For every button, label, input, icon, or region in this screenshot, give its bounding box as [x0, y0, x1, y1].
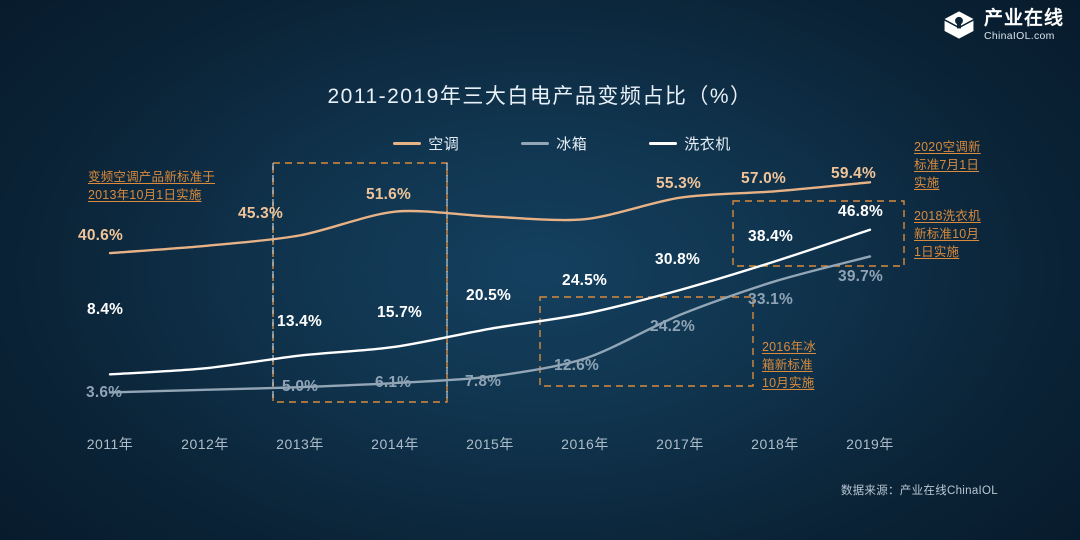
legend-swatch-fridge [521, 142, 550, 145]
note-ac-2020-line: 标准7月1日 [914, 158, 980, 173]
value-label-fridge-2013: 5.0% [282, 378, 319, 395]
note-fridge-2016-line: 2016年冰 [762, 340, 817, 354]
value-label-fridge-2014: 6.1% [375, 374, 412, 391]
note-washer-2018-line: 2018洗衣机 [914, 209, 981, 223]
value-label-ac-2014: 51.6% [366, 186, 411, 203]
legend-item-ac[interactable]: 空调 [393, 133, 459, 154]
x-tick-2019年: 2019年 [846, 436, 894, 452]
value-label-fridge-2019: 39.7% [838, 268, 883, 285]
value-label-fridge-2016: 12.6% [554, 357, 599, 374]
chart-legend: 空调 冰箱 洗衣机 [0, 133, 1080, 154]
legend-item-fridge[interactable]: 冰箱 [521, 133, 587, 154]
legend-swatch-washer [649, 142, 678, 145]
note-ac-2013-line: 2013年10月1日实施 [88, 188, 202, 203]
note-fridge-2016-line: 箱新标准 [762, 358, 813, 373]
note-washer-2018-line: 1日实施 [914, 245, 960, 260]
value-label-ac-2018: 57.0% [741, 170, 786, 187]
x-tick-2017年: 2017年 [656, 436, 704, 452]
highlight-box-group [272, 162, 905, 403]
x-tick-2011年: 2011年 [86, 436, 134, 452]
series-line-group [108, 181, 872, 394]
value-label-ac-2011: 40.6% [78, 227, 123, 244]
x-tick-2016年: 2016年 [561, 436, 609, 452]
note-ac-2013-line: 变频空调产品新标准于 [88, 170, 216, 184]
note-washer-2018: 2018洗衣机 新标准10月 1日实施 [914, 207, 1014, 261]
value-label-washer-2018: 38.4% [748, 228, 793, 245]
logo-en-name: ChinaIOL.com [983, 29, 1055, 42]
box-2016-2017 [539, 296, 754, 387]
source-note: 数据来源：产业在线ChinaIOL [840, 485, 998, 497]
x-tick-2015年: 2015年 [466, 436, 514, 452]
x-tick-2014年: 2014年 [371, 436, 419, 452]
value-label-washer-2015: 20.5% [466, 287, 511, 304]
value-label-ac-2017: 55.3% [656, 175, 701, 192]
legend-label-washer: 洗衣机 [684, 136, 731, 153]
series-line-fridge [108, 255, 872, 394]
note-ac-2020-line: 2020空调新 [914, 140, 981, 154]
note-ac-2020: 2020空调新 标准7月1日 实施 [914, 138, 1014, 192]
value-label-fridge-2017: 24.2% [650, 318, 695, 335]
value-label-fridge-2015: 7.8% [465, 373, 502, 390]
logo-wordmark: 产业在线 ChinaIOL.com [984, 9, 1064, 42]
logo-cn-name: 产业在线 [983, 7, 1064, 29]
box-2018-2019 [732, 200, 905, 267]
value-label-washer-2011: 8.4% [87, 301, 124, 318]
note-ac-2020-line: 实施 [914, 176, 940, 191]
value-label-washer-2013: 13.4% [277, 313, 322, 330]
value-label-washer-2019: 46.8% [838, 203, 883, 220]
legend-label-fridge: 冰箱 [556, 136, 588, 153]
series-line-washer [108, 228, 872, 376]
note-fridge-2016-line: 10月实施 [762, 376, 815, 391]
x-axis: 2011年 2012年 2013年 2014年 2015年 2016年 2017年 2018年… [0, 434, 1080, 456]
value-label-washer-2017: 30.8% [655, 251, 700, 268]
value-label-washer-2014: 15.7% [377, 304, 422, 321]
value-label-washer-2016: 24.5% [562, 272, 607, 289]
legend-swatch-ac [393, 142, 422, 145]
legend-item-washer[interactable]: 洗衣机 [649, 133, 731, 154]
legend-label-ac: 空调 [428, 136, 460, 153]
x-tick-2012年: 2012年 [181, 436, 229, 452]
marker-line-group [272, 163, 448, 402]
value-label-ac-2019: 59.4% [831, 165, 876, 182]
x-tick-2013年: 2013年 [276, 436, 324, 452]
cube-logo-icon [944, 11, 974, 39]
series-line-ac [108, 181, 872, 255]
note-washer-2018-line: 新标准10月 [914, 227, 980, 242]
value-label-fridge-2018: 33.1% [748, 291, 793, 308]
x-tick-2018年: 2018年 [751, 436, 799, 452]
note-ac-2013: 变频空调产品新标准于 2013年10月1日实施 [88, 168, 248, 204]
value-label-ac-2013: 45.3% [238, 205, 283, 222]
note-fridge-2016: 2016年冰 箱新标准 10月实施 [762, 338, 846, 392]
chart-title: 2011-2019年三大白电产品变频占比（%） [327, 85, 753, 108]
value-label-fridge-2011: 3.6% [86, 384, 123, 401]
box-2013-2014 [272, 162, 448, 403]
brand-logo: 产业在线 ChinaIOL.com [942, 8, 1064, 42]
